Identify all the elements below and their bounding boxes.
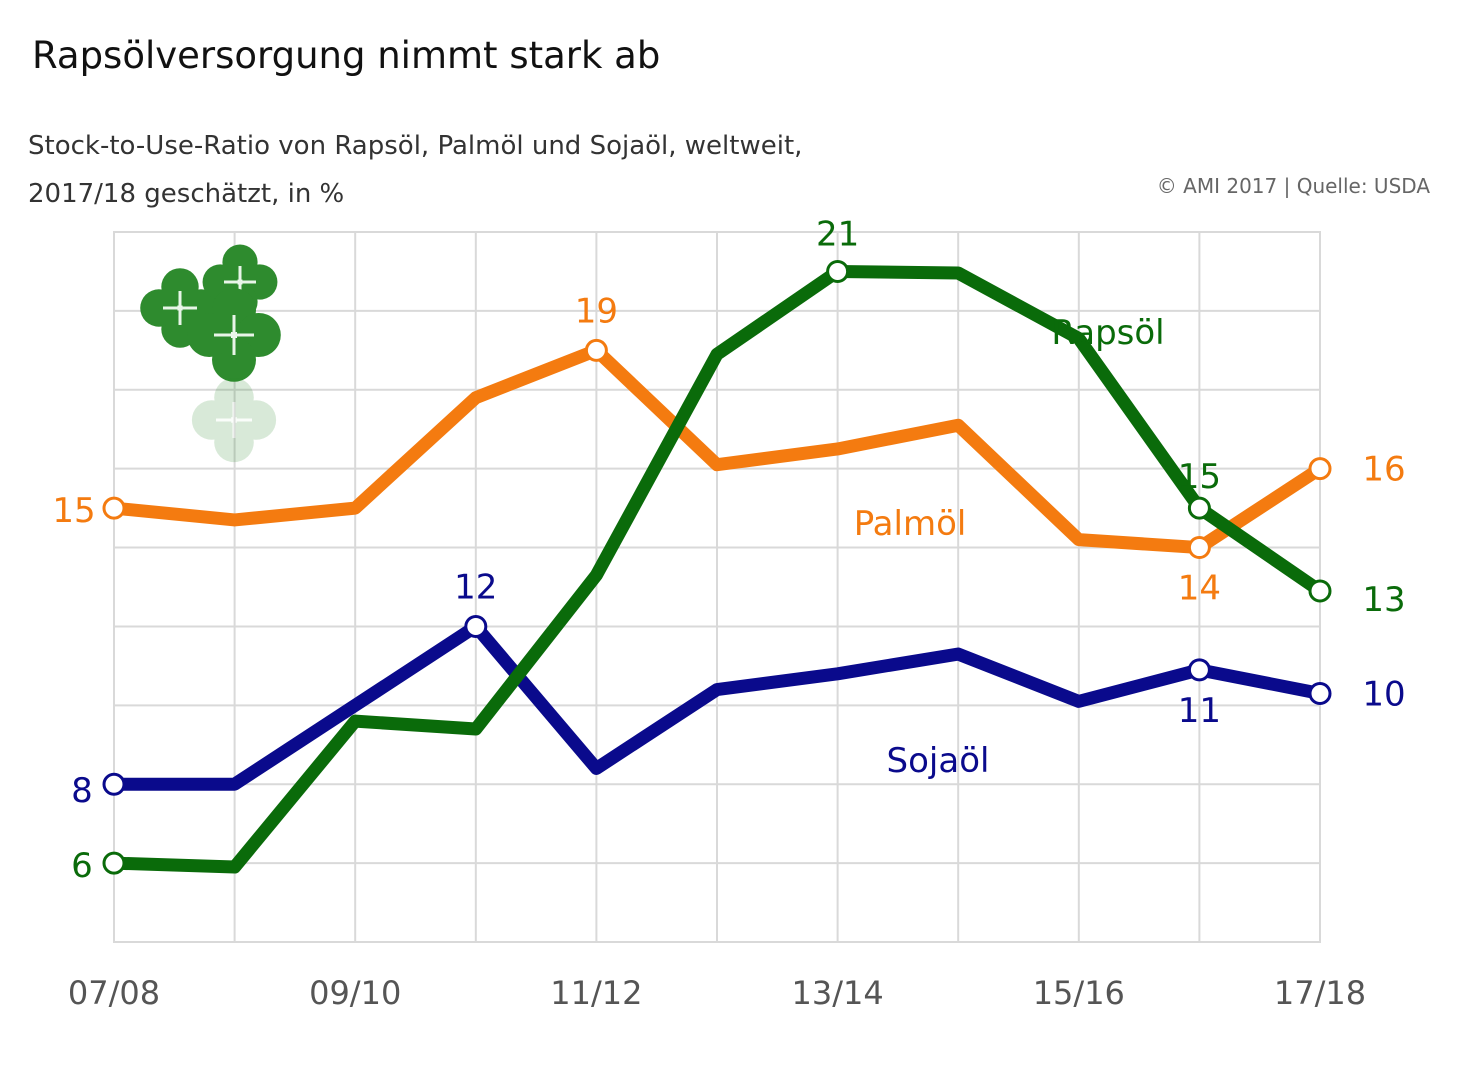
x-axis-tick-labels: 07/08 09/10 11/12 13/14 15/16 17/18 (68, 974, 1366, 1012)
data-point-marker (1187, 496, 1211, 520)
data-point-marker (464, 614, 488, 638)
x-tick-label: 13/14 (791, 974, 883, 1012)
x-tick-label: 09/10 (309, 974, 401, 1012)
data-label: 15 (52, 491, 95, 531)
data-point-marker (1308, 682, 1332, 705)
x-tick-label: 17/18 (1274, 974, 1366, 1012)
clover-leaf-icon (191, 400, 232, 440)
data-point-marker (584, 338, 608, 362)
clover-leaf-icon (187, 313, 232, 357)
data-label: 13 (1362, 580, 1405, 620)
data-label: 12 (454, 567, 497, 607)
series-line (107, 343, 1327, 555)
chart-subtitle: Stock-to-Use-Ratio von Rapsöl, Palmöl un… (28, 122, 802, 218)
series-markers (102, 259, 1332, 875)
series-line (107, 264, 1327, 874)
series-line (107, 619, 1327, 791)
source-note: © AMI 2017 | Quelle: USDA (1156, 174, 1430, 198)
clover-icon (187, 288, 281, 382)
data-label: 21 (816, 214, 859, 254)
clover-leaf-icon (140, 289, 178, 327)
subtitle-line-1: Stock-to-Use-Ratio von Rapsöl, Palmöl un… (28, 131, 803, 161)
series-name-label: Rapsöl (1051, 313, 1164, 353)
data-label: 11 (1178, 691, 1221, 731)
series-name-label: Palmöl (854, 504, 967, 544)
data-point-marker (1308, 579, 1332, 603)
series-name-label: Sojaöl (887, 741, 990, 781)
data-point-marker (1187, 536, 1211, 560)
data-label: 10 (1362, 675, 1405, 715)
data-point-marker (1308, 457, 1332, 481)
data-label: 8 (71, 771, 93, 811)
data-point-marker (102, 851, 126, 875)
data-label: 16 (1362, 450, 1405, 490)
clover-icon (191, 377, 277, 463)
data-label: 15 (1178, 457, 1221, 497)
clover-leaf-icon (214, 377, 254, 418)
clover-leaf-icon (236, 400, 277, 440)
clover-vein-icon (216, 402, 252, 438)
clover-vein-icon (214, 315, 254, 355)
data-point-marker (826, 259, 850, 283)
data-point-marker (102, 496, 126, 520)
subtitle-line-2: 2017/18 geschätzt, in % (28, 179, 345, 209)
data-label: 14 (1178, 569, 1221, 609)
data-labels: 15 19 14 16 8 12 11 10 6 21 15 13 Rapsöl Palmöl Sojaöl (52, 214, 1405, 886)
clover-vein-icon (163, 291, 197, 325)
clover-logo-icon (140, 244, 281, 463)
chart-title: Rapsölversorgung nimmt stark ab (32, 34, 661, 77)
data-label: 19 (575, 291, 618, 331)
x-tick-label: 07/08 (68, 974, 160, 1012)
clover-leaf-icon (214, 422, 254, 463)
data-point-marker (102, 772, 126, 796)
data-label: 6 (71, 846, 93, 886)
series-lines (107, 264, 1327, 874)
x-tick-label: 15/16 (1033, 974, 1125, 1012)
data-point-marker (1187, 658, 1211, 682)
x-tick-label: 11/12 (550, 974, 642, 1012)
